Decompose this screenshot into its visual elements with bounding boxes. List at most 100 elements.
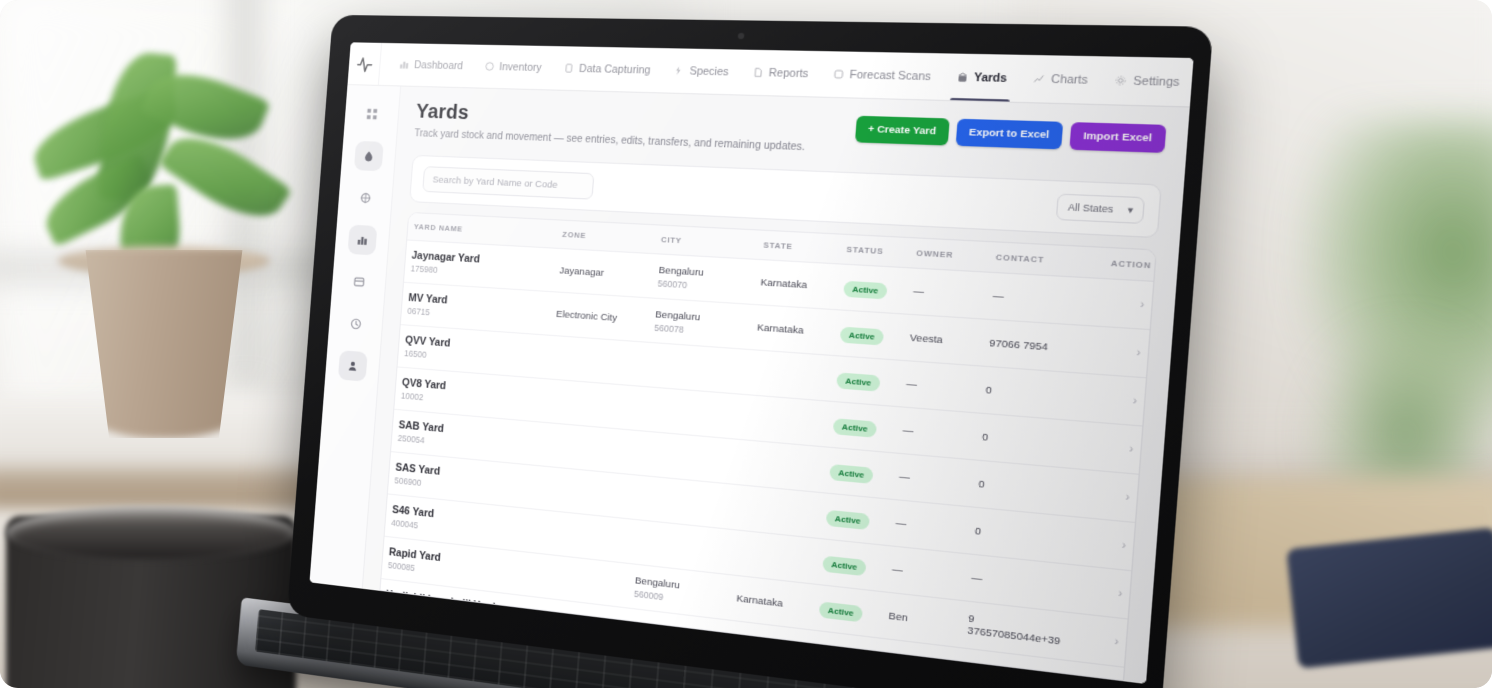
top-navigation-bar: Dashboard Inventory Data Capturing [347, 42, 1194, 108]
main-content: Yards Track yard stock and movement — se… [363, 86, 1190, 684]
nav-label: Charts [1050, 72, 1089, 87]
nav-item-yards[interactable]: Yards [943, 53, 1021, 101]
cell-owner: — [904, 267, 988, 320]
nav-label: Dashboard [413, 58, 464, 72]
grid-icon [366, 108, 377, 120]
yard-code: 569005 [384, 602, 412, 616]
rail-item-card[interactable] [344, 266, 374, 297]
nav-item-dashboard[interactable]: Dashboard [388, 43, 474, 87]
row-open-chevron[interactable]: › [1099, 278, 1154, 330]
nav-item-forecast-scans[interactable]: Forecast Scans [820, 51, 944, 100]
nav-item-settings[interactable]: Settings [1100, 56, 1193, 106]
coffee-mug-rim [6, 506, 296, 560]
nav-label: Species [689, 64, 730, 79]
rail-item-clock[interactable] [341, 308, 371, 339]
row-open-chevron[interactable]: › [1088, 421, 1143, 475]
cell-status: Active [810, 584, 884, 639]
search-input[interactable]: Search by Yard Name or Code [422, 166, 595, 200]
cell-city-value: Bengaluru [631, 618, 677, 636]
cell-status: Active [817, 492, 891, 546]
column-header-state[interactable]: STATE [755, 230, 842, 264]
status-badge: Active [821, 555, 867, 577]
cell-contact-value: 0 [981, 430, 989, 444]
cell-state-value [754, 372, 824, 377]
cell-state-value [733, 643, 803, 652]
cell-city-value [645, 453, 734, 461]
nav-label: Reports [768, 66, 809, 80]
cell-city: Bengaluru 560078 [647, 297, 753, 350]
export-excel-button[interactable]: Export to Excel [955, 118, 1064, 150]
plant-pot [85, 250, 243, 438]
nav-item-data-capturing[interactable]: Data Capturing [552, 46, 663, 92]
state-filter-select[interactable]: All States ▾ [1056, 193, 1146, 225]
cell-zone-value: Electronic City [555, 308, 618, 324]
brand-logo[interactable] [347, 42, 383, 85]
cell-owner-value: — [912, 285, 925, 298]
status-badge: Active [842, 280, 888, 300]
import-excel-button[interactable]: Import Excel [1069, 122, 1167, 153]
row-open-chevron[interactable]: › [1091, 374, 1146, 426]
column-header-status[interactable]: STATUS [838, 234, 911, 268]
row-open-chevron[interactable]: › [1095, 326, 1150, 378]
cell-zone-value [543, 488, 629, 497]
nav-item-reports[interactable]: Reports [740, 50, 821, 97]
row-open-chevron[interactable]: › [1073, 613, 1128, 668]
chevron-down-icon: ▾ [1127, 203, 1134, 216]
yards-table-container: YARD NAME ZONE CITY STATE STATUS OWNER C… [379, 211, 1157, 682]
state-filter-value: All States [1067, 201, 1114, 215]
user-icon [348, 361, 356, 371]
cell-status: Active [814, 538, 888, 592]
rail-item-user[interactable] [337, 350, 368, 382]
row-open-chevron[interactable]: › [1084, 469, 1139, 523]
nav-item-species[interactable]: Species [661, 48, 741, 94]
cell-status: Active [824, 401, 898, 453]
create-yard-button[interactable]: + Create Yard [854, 115, 950, 146]
cell-city-pin: 560068 [630, 632, 661, 647]
cell-zone-value [546, 444, 632, 452]
leaf-icon [676, 66, 682, 75]
laptop-lid: Dashboard Inventory Data Capturing [286, 14, 1214, 688]
status-badge: Active [825, 509, 871, 531]
cell-owner: Veesta [901, 314, 985, 366]
rail-item-target[interactable] [350, 183, 380, 214]
cell-state [745, 349, 832, 402]
cell-zone: Jayanagar [551, 248, 654, 298]
row-open-chevron[interactable]: › [1080, 517, 1135, 571]
webcam [737, 32, 745, 40]
cell-zone-value [550, 401, 636, 408]
cell-status: Active [835, 263, 909, 315]
cell-contact: 97066 7954 [980, 319, 1100, 375]
cell-zone-value [553, 357, 639, 363]
table-body: Jaynagar Yard 175980 Jayanagar Bengaluru 560… [379, 239, 1154, 682]
cell-state [742, 394, 829, 447]
cell-city-value [648, 409, 737, 416]
card-icon [352, 275, 366, 289]
analytics-icon [357, 236, 367, 245]
rail-item-analytics[interactable] [346, 224, 377, 256]
rail-item-grid[interactable] [357, 99, 387, 129]
nav-label: Yards [973, 70, 1008, 85]
cell-status: Active [831, 309, 905, 361]
nav-item-charts[interactable]: Charts [1019, 55, 1101, 104]
cell-contact-value: 0 [963, 665, 971, 679]
page-actions: + Create Yard Export to Excel Import Exc… [854, 114, 1167, 153]
status-badge: Active [818, 601, 864, 623]
row-open-chevron[interactable]: › [1077, 565, 1132, 619]
bar-chart-icon [400, 61, 409, 69]
activity-logo-icon [355, 55, 373, 73]
document-icon [751, 67, 764, 79]
cell-contact: — [984, 272, 1103, 327]
column-header-owner[interactable]: OWNER [908, 238, 991, 273]
cell-city-value [641, 498, 730, 507]
nav-item-inventory[interactable]: Inventory [473, 45, 553, 90]
cell-city-value [638, 542, 727, 552]
rail-item-droplet[interactable] [353, 140, 384, 172]
cell-city [643, 342, 750, 395]
laptop-screen: Dashboard Inventory Data Capturing [309, 42, 1194, 685]
cell-contact-value: 0 [974, 524, 982, 538]
clock-icon [349, 317, 363, 332]
cell-state-value: Karnataka [760, 276, 808, 291]
cell-state: Karnataka [749, 304, 836, 356]
cell-state: Karnataka [752, 259, 839, 310]
